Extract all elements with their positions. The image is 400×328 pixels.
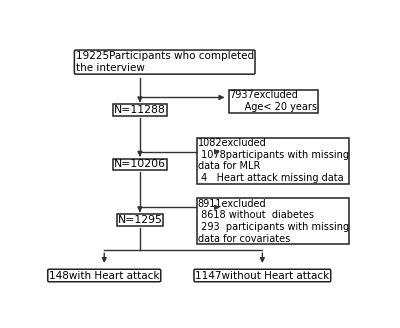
Text: 19225Participants who completed
the interview: 19225Participants who completed the inte… — [76, 51, 254, 73]
Text: N=11288: N=11288 — [114, 105, 166, 115]
Text: N=10206: N=10206 — [114, 159, 166, 169]
Text: 1147without Heart attack: 1147without Heart attack — [195, 271, 330, 280]
Text: 1082excluded
 1078participants with missing
data for MLR
 4   Heart attack missi: 1082excluded 1078participants with missi… — [198, 138, 349, 183]
Text: 148with Heart attack: 148with Heart attack — [49, 271, 160, 280]
Text: 8911excluded
 8618 without  diabetes
 293  participants with missing
data for co: 8911excluded 8618 without diabetes 293 p… — [198, 199, 349, 244]
Text: 7937excluded
     Age< 20 years: 7937excluded Age< 20 years — [229, 91, 317, 112]
Text: N=1295: N=1295 — [118, 215, 162, 225]
